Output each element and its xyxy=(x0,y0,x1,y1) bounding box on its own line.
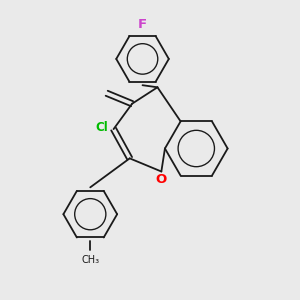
Text: F: F xyxy=(138,18,147,31)
Text: O: O xyxy=(156,173,167,186)
Text: CH₃: CH₃ xyxy=(81,254,99,265)
Text: Cl: Cl xyxy=(96,121,109,134)
